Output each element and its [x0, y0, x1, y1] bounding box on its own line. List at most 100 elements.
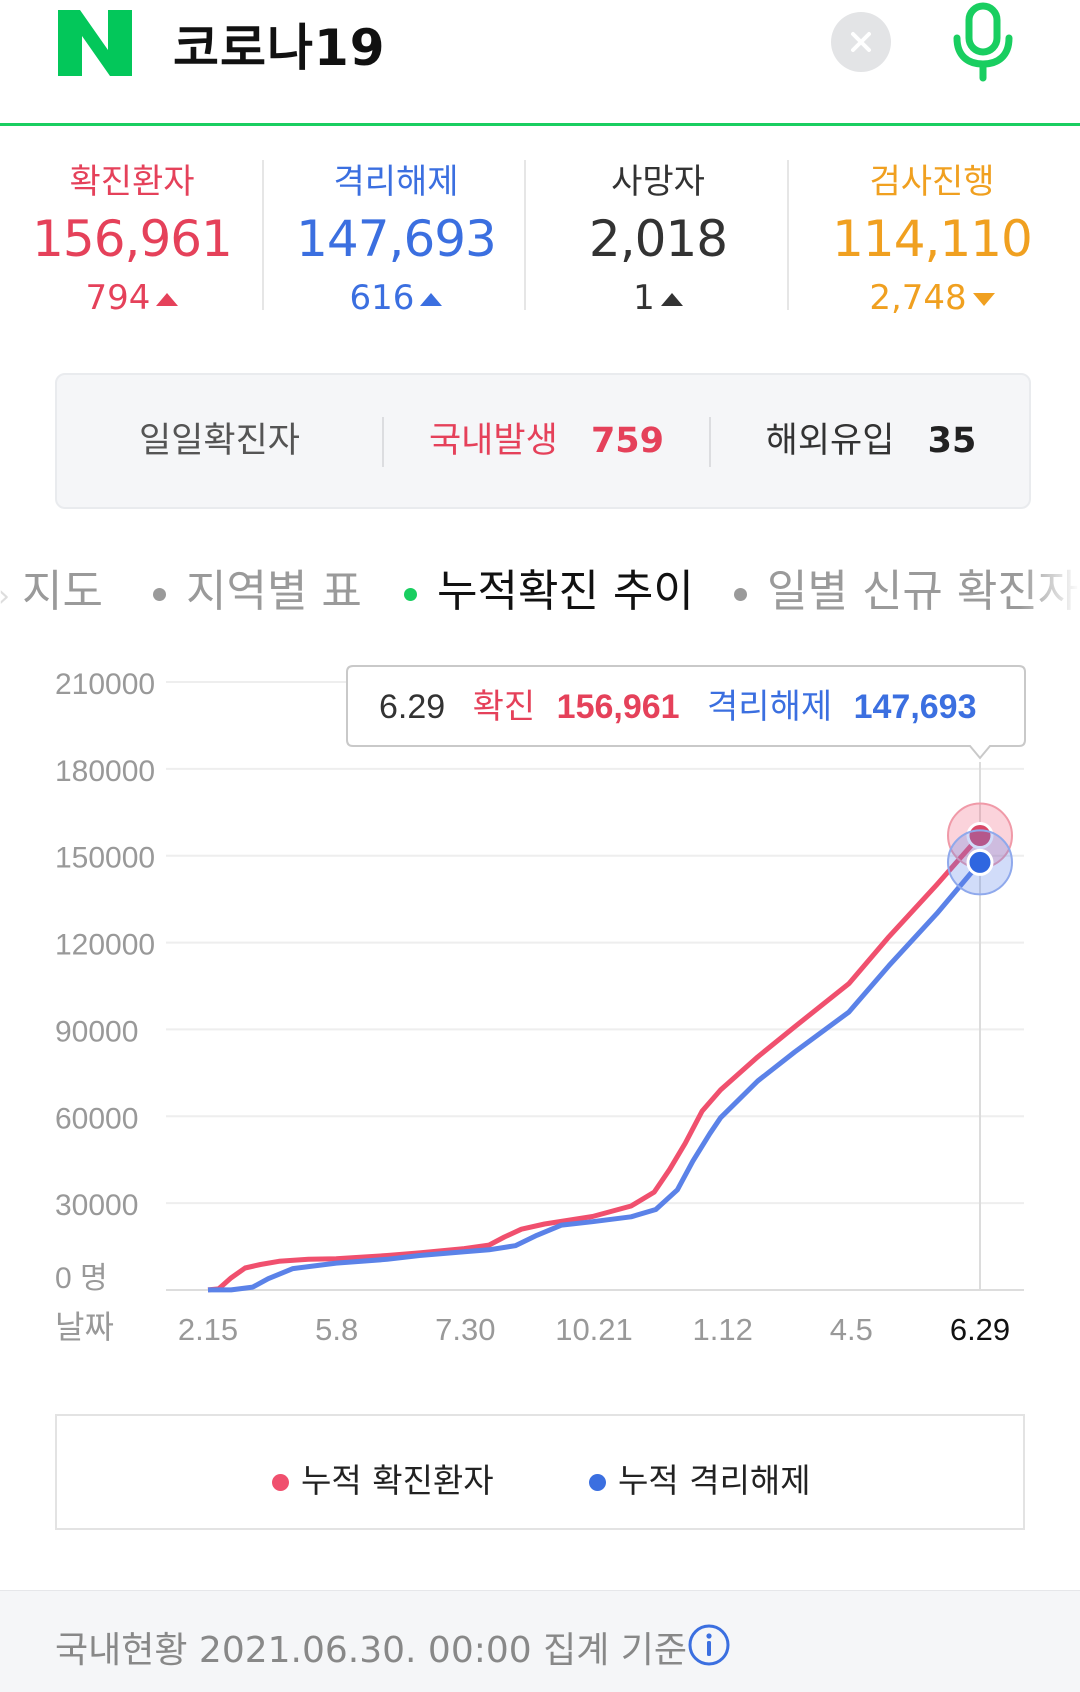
arrow-up-icon: [420, 293, 443, 306]
y-tick-label: 180000: [55, 755, 155, 788]
naver-logo[interactable]: [58, 10, 132, 76]
chart-grid: [166, 681, 1024, 1291]
tooltip-released-label: 격리해제: [707, 688, 832, 726]
summary-stats: 확진환자 156,961 794 격리해제 147,693 616 사망자 2,…: [0, 150, 1080, 320]
x-tick-label: 7.30: [435, 1312, 495, 1347]
stat-label: 검사진행: [869, 162, 995, 202]
dot-icon: [589, 1474, 606, 1491]
footer: 국내현황 2021.06.30. 00:00 집계 기준: [0, 1590, 1080, 1692]
stat-delta-value: 2,748: [869, 278, 967, 318]
tab-label: 누적확진 추이: [437, 566, 694, 617]
released-end-point: [966, 848, 994, 876]
tab-label: 지도: [22, 566, 103, 617]
clear-search-button[interactable]: [831, 12, 891, 72]
stat-delta-value: 1: [633, 278, 655, 318]
chart-legend: 누적 확진환자 누적 격리해제: [55, 1414, 1025, 1530]
confirmed-end-point: [966, 822, 994, 850]
search-query[interactable]: 코로나19: [173, 19, 386, 77]
stat-delta-value: 616: [349, 278, 415, 318]
voice-search-button[interactable]: [948, 0, 1018, 84]
tooltip-released-value: 147,693: [854, 688, 977, 726]
cumulative-chart: 0 명 30000 60000 90000 120000 150000 180000 2100…: [55, 665, 1026, 1347]
legend-label: 누적 확진환자: [301, 1461, 494, 1500]
chart-tabs: ›지도 지역별 표 누적확진 추이 일별 신규 확진자: [0, 555, 1080, 619]
tooltip-confirmed-label: 확진: [473, 688, 536, 726]
stat-confirmed[interactable]: 확진환자 156,961 794: [0, 150, 264, 320]
stat-value: 147,693: [296, 210, 497, 268]
microphone-icon: [953, 2, 1013, 82]
y-tick-label: 0 명: [55, 1262, 108, 1295]
chart-series: [207, 833, 982, 1293]
dot-icon: [404, 587, 417, 601]
y-tick-label: 60000: [55, 1102, 138, 1135]
x-tick-label: 5.8: [315, 1312, 358, 1347]
overseas-value: 35: [927, 421, 977, 461]
legend-released[interactable]: 누적 격리해제: [589, 1454, 811, 1502]
divider: [382, 417, 384, 467]
y-tick-label: 150000: [55, 842, 155, 875]
arrow-down-icon: [972, 293, 995, 306]
tooltip-confirmed-value: 156,961: [557, 688, 680, 726]
tab-label: 지역별 표: [186, 566, 362, 617]
arrow-up-icon: [156, 293, 179, 306]
daily-label: 일일확진자: [138, 421, 300, 461]
overseas-label: 해외유입: [765, 421, 895, 461]
daily-domestic: 국내발생 759: [384, 375, 709, 507]
chevron-left-icon: ›: [0, 579, 10, 614]
stat-label: 사망자: [611, 162, 705, 202]
tooltip-text: 6.29 확진 156,961 격리해제 147,693: [379, 688, 977, 726]
x-tick-label: 1.12: [692, 1312, 752, 1347]
tab-regional-table[interactable]: 지역별 표: [153, 555, 362, 619]
stat-label: 격리해제: [333, 162, 459, 202]
divider: [524, 160, 526, 310]
stat-delta: 616: [264, 278, 528, 318]
legend-label: 누적 격리해제: [618, 1461, 811, 1500]
x-tick-label: 10.21: [555, 1312, 633, 1347]
tab-map[interactable]: › 지도: [0, 555, 103, 619]
dot-icon: [734, 587, 747, 601]
close-icon: [851, 32, 871, 52]
stat-value: 114,110: [832, 210, 1033, 268]
tooltip-box: [346, 665, 1026, 760]
divider: [787, 160, 789, 310]
stat-value: 2,018: [588, 210, 728, 268]
domestic-label: 국내발생: [428, 421, 558, 461]
daily-overseas: 해외유입 35: [711, 375, 1031, 507]
confirmed-line: [207, 833, 982, 1293]
chart-end-points: [947, 802, 1013, 896]
y-tick-label: 120000: [55, 929, 155, 962]
search-header: 코로나19: [0, 0, 1080, 126]
arrow-up-icon: [660, 293, 683, 306]
legend-confirmed[interactable]: 누적 확진환자: [272, 1454, 494, 1502]
stat-deaths[interactable]: 사망자 2,018 1: [526, 150, 790, 320]
stat-testing[interactable]: 검사진행 114,110 2,748: [800, 150, 1064, 320]
tabs-fade: [1020, 555, 1080, 619]
stat-label: 확진환자: [69, 162, 195, 202]
released-line: [208, 860, 982, 1293]
tooltip-date: 6.29: [379, 688, 445, 726]
data-timestamp: 국내현황 2021.06.30. 00:00 집계 기준: [55, 1630, 688, 1671]
dot-icon: [272, 1474, 289, 1491]
daily-cases-box: 일일확진자 국내발생 759 해외유입 35: [55, 373, 1031, 509]
y-axis-ticks: 0 명 30000 60000 90000 120000 150000 180000 2100…: [55, 668, 155, 1345]
stat-value: 156,961: [32, 210, 233, 268]
y-tick-label: 90000: [55, 1015, 138, 1048]
x-axis-ticks: 2.15 5.8 7.30 10.21 1.12 4.5 6.29: [178, 1312, 1010, 1347]
stat-delta: 2,748: [800, 278, 1064, 318]
x-tick-label: 2.15: [178, 1312, 238, 1347]
stat-delta: 794: [0, 278, 264, 318]
stat-delta: 1: [526, 278, 790, 318]
domestic-value: 759: [590, 421, 664, 461]
y-tick-label: 210000: [55, 668, 155, 701]
divider: [262, 160, 264, 310]
divider: [709, 417, 711, 467]
info-icon[interactable]: [688, 1624, 730, 1666]
x-tick-label: 6.29: [950, 1312, 1010, 1347]
chart-tooltip: 6.29 확진 156,961 격리해제 147,693: [346, 665, 1026, 760]
stat-released[interactable]: 격리해제 147,693 616: [264, 150, 528, 320]
y-tick-label: 30000: [55, 1189, 138, 1222]
x-axis-label: 날짜: [55, 1309, 114, 1345]
x-tick-label: 4.5: [830, 1312, 873, 1347]
tab-cumulative-trend[interactable]: 누적확진 추이: [404, 555, 694, 619]
dot-icon: [153, 587, 166, 601]
